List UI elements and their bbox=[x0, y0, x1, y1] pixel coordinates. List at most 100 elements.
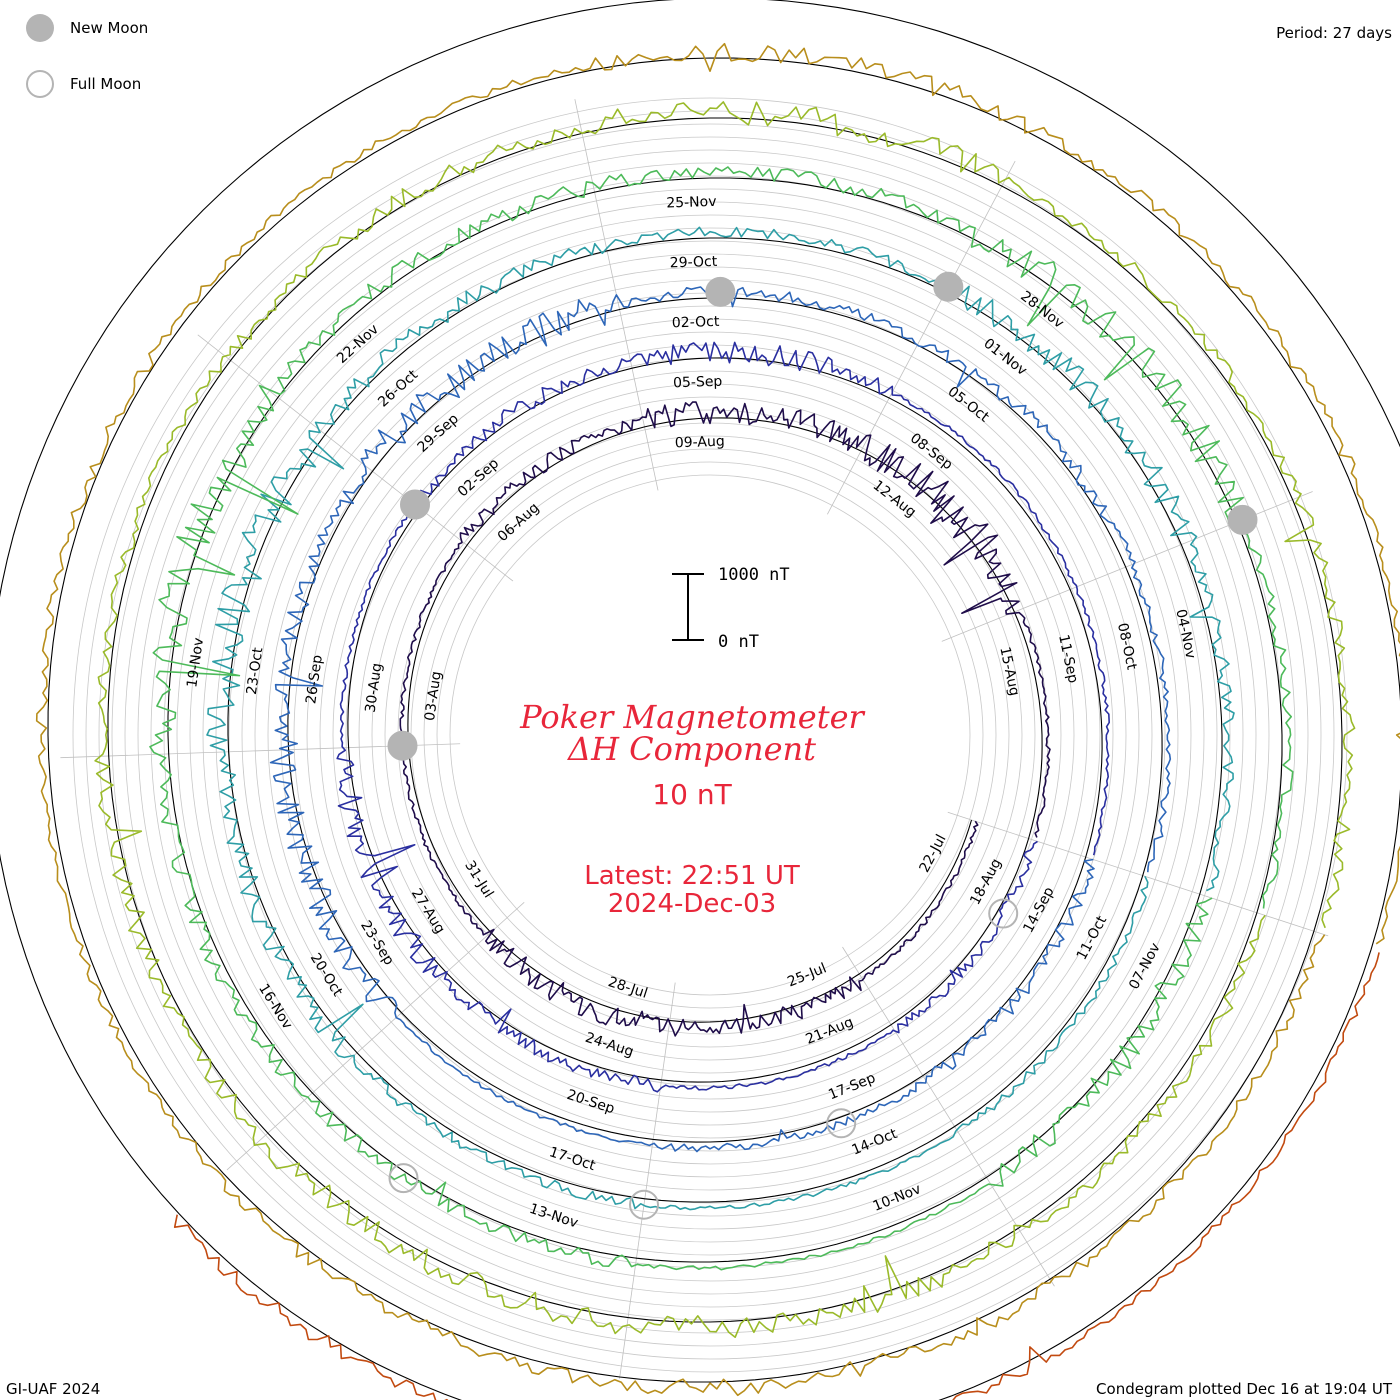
series-trace-7 bbox=[35, 42, 1400, 1397]
grid-ring bbox=[436, 461, 984, 1009]
date-label: 15-Aug bbox=[996, 645, 1022, 697]
grid-ring bbox=[280, 305, 1140, 1165]
grid-ring bbox=[72, 97, 1348, 1373]
new-moon-icon bbox=[387, 730, 418, 761]
legend-new-moon-label: New Moon bbox=[70, 19, 149, 37]
scale-text: 10 nT bbox=[652, 778, 732, 811]
legend-full-moon-label: Full Moon bbox=[70, 75, 142, 93]
date-label: 12-Aug bbox=[870, 477, 919, 520]
date-label: 27-Aug bbox=[408, 886, 448, 937]
full-moon-icon bbox=[988, 898, 1019, 929]
legend-new-moon: New Moon bbox=[26, 14, 148, 42]
date-label: 20-Sep bbox=[565, 1087, 617, 1117]
radial-spoke bbox=[619, 982, 676, 1379]
full-moon-icon bbox=[26, 70, 54, 98]
grid-ring bbox=[319, 344, 1101, 1126]
date-label: 25-Nov bbox=[666, 194, 717, 212]
series-trace-4 bbox=[206, 226, 1235, 1211]
date-label: 08-Sep bbox=[907, 430, 956, 473]
date-label: 22-Jul bbox=[917, 832, 950, 875]
grid-ring bbox=[98, 123, 1322, 1347]
center-title-block: Poker Magnetometer ΔH Component 10 nT La… bbox=[519, 698, 865, 919]
date-label: 06-Aug bbox=[495, 500, 543, 545]
footer-credit: GI-UAF 2024 bbox=[6, 1380, 101, 1398]
date-label: 28-Jul bbox=[606, 974, 650, 1002]
series-trace-3 bbox=[269, 286, 1172, 1153]
date-label: 23-Oct bbox=[244, 646, 267, 696]
date-label: 01-Nov bbox=[980, 336, 1029, 380]
date-label: 26-Sep bbox=[303, 654, 326, 705]
full-moon-icon bbox=[629, 1189, 659, 1220]
grid-ring bbox=[254, 279, 1166, 1191]
latest-date: 2024-Dec-03 bbox=[608, 889, 776, 919]
date-label: 30-Aug bbox=[363, 662, 386, 714]
grid-ring bbox=[124, 149, 1296, 1321]
date-label: 17-Oct bbox=[547, 1144, 598, 1174]
scale-bar-top-label: 1000 nT bbox=[718, 565, 790, 585]
grid-ring bbox=[228, 253, 1192, 1217]
grid-ring bbox=[241, 266, 1179, 1204]
date-label: 11-Sep bbox=[1055, 633, 1081, 685]
grid-ring bbox=[449, 474, 971, 996]
chart-title: Poker Magnetometer bbox=[519, 698, 865, 736]
radial-spoke bbox=[842, 946, 1055, 1287]
new-moon-icon bbox=[1227, 504, 1258, 535]
radial-spoke bbox=[827, 160, 1016, 515]
date-label: 28-Nov bbox=[1017, 288, 1066, 332]
grid-ring bbox=[358, 383, 1062, 1087]
period-label: Period: 27 days bbox=[1276, 24, 1392, 42]
new-moon-icon bbox=[26, 14, 54, 42]
grid-ring bbox=[111, 136, 1309, 1334]
full-moon-icon bbox=[826, 1108, 857, 1139]
date-label: 22-Nov bbox=[334, 321, 382, 366]
date-label: 10-Nov bbox=[871, 1181, 924, 1215]
series-trace-6 bbox=[94, 101, 1356, 1338]
date-label: 03-Aug bbox=[422, 670, 445, 722]
date-label: 09-Aug bbox=[675, 434, 725, 452]
grid-ring bbox=[202, 227, 1218, 1243]
date-label: 20-Oct bbox=[307, 951, 346, 1000]
new-moon-icon bbox=[705, 276, 736, 307]
grid-ring bbox=[215, 240, 1205, 1230]
grid-ring bbox=[163, 188, 1257, 1282]
series-trace-1 bbox=[399, 401, 1051, 1037]
grid-ring bbox=[345, 370, 1075, 1100]
radial-spoke bbox=[197, 334, 514, 582]
new-moon-icon bbox=[933, 271, 964, 302]
scale-bar: 1000 nT 0 nT bbox=[672, 565, 790, 652]
legend-full-moon: Full Moon bbox=[26, 70, 141, 98]
date-label: 14-Sep bbox=[1020, 884, 1057, 935]
grid-ring bbox=[85, 110, 1335, 1360]
grid-ring bbox=[306, 331, 1114, 1139]
date-label: 25-Jul bbox=[785, 960, 829, 990]
date-label: 05-Oct bbox=[945, 384, 993, 426]
date-label: 23-Sep bbox=[357, 918, 397, 968]
series-trace-5 bbox=[149, 166, 1294, 1271]
date-label: 04-Nov bbox=[1172, 608, 1198, 660]
series-trace-2 bbox=[336, 341, 1110, 1093]
new-moon-icon bbox=[400, 489, 430, 520]
date-label: 02-Oct bbox=[672, 314, 721, 332]
chart-subtitle: ΔH Component bbox=[566, 730, 816, 768]
grid-ring bbox=[384, 409, 1036, 1061]
date-label: 21-Aug bbox=[803, 1014, 855, 1048]
grid-ring bbox=[150, 175, 1270, 1295]
ring-grid bbox=[72, 97, 1348, 1373]
grid-ring bbox=[423, 448, 997, 1022]
data-traces bbox=[35, 42, 1400, 1400]
date-label: 11-Oct bbox=[1074, 913, 1111, 963]
date-label: 31-Jul bbox=[461, 858, 496, 901]
scale-bar-bottom-label: 0 nT bbox=[718, 632, 759, 652]
footer-plotted: Condegram plotted Dec 16 at 19:04 UT bbox=[1096, 1380, 1392, 1398]
series-trace-8 bbox=[173, 952, 1380, 1400]
date-label: 02-Sep bbox=[455, 455, 502, 500]
full-moon-icon bbox=[388, 1163, 419, 1194]
date-label: 13-Nov bbox=[527, 1201, 580, 1232]
radial-spoke bbox=[947, 811, 1329, 937]
date-label: 05-Sep bbox=[673, 374, 723, 392]
grid-ring bbox=[293, 318, 1127, 1152]
date-label: 16-Nov bbox=[255, 981, 295, 1032]
date-label: 19-Nov bbox=[184, 637, 207, 689]
date-label: 29-Oct bbox=[670, 254, 719, 272]
